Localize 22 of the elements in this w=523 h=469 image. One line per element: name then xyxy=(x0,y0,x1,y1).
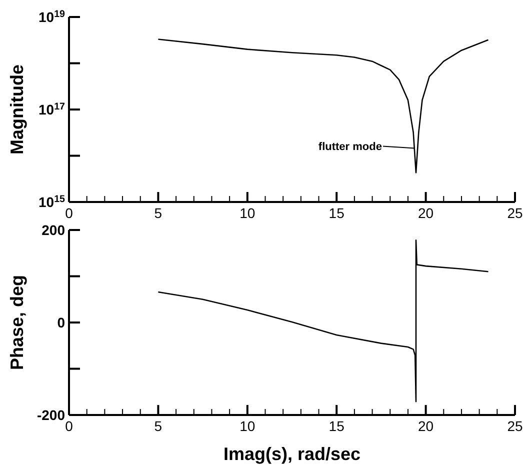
y-tick-label: 10$^{17}$ xyxy=(38,101,66,118)
y-tick-label: 200 xyxy=(42,222,66,238)
x-tick-label: 20 xyxy=(418,205,434,221)
y-tick-label: 10$^{19}$ xyxy=(38,8,66,25)
y-axis-title: Magnitude xyxy=(7,64,27,154)
x-tick-label: 10 xyxy=(240,205,256,221)
x-tick-label: 5 xyxy=(154,205,162,221)
y-tick-label: 0 xyxy=(57,314,66,330)
x-tick-label: 5 xyxy=(154,418,162,434)
x-tick-label: 20 xyxy=(418,418,434,434)
x-tick-label: 25 xyxy=(507,418,523,434)
line-series xyxy=(158,38,489,174)
y-tick-label: 10$^{15}$ xyxy=(38,194,66,210)
x-tick-label: 10 xyxy=(240,418,256,434)
y-axis-title: Phase, deg xyxy=(7,274,27,370)
x-axis-title: Imag(s), rad/sec xyxy=(223,444,361,464)
annotation: flutter mode xyxy=(318,141,382,154)
x-tick-label: 15 xyxy=(328,205,345,221)
x-tick-label: 25 xyxy=(507,205,523,221)
y-tick-label: -200 xyxy=(36,407,66,423)
x-tick-label: 15 xyxy=(328,418,345,434)
line-series xyxy=(158,240,489,402)
